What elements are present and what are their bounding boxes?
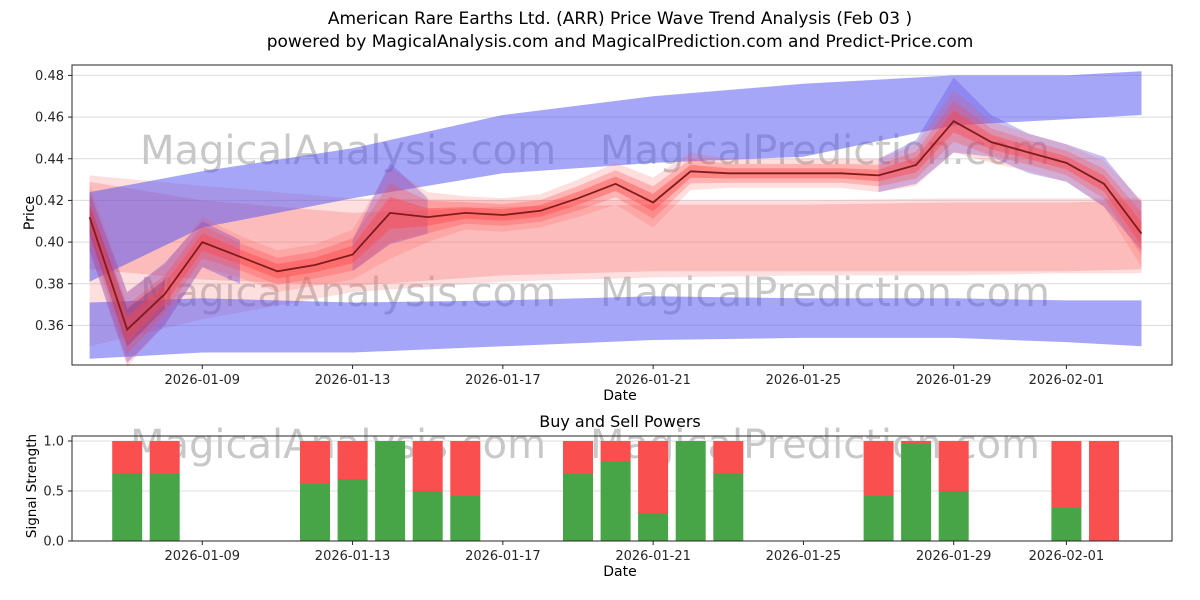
buy-sell-powers-title: Buy and Sell Powers: [539, 412, 701, 431]
price-x-tick-label: 2026-02-01: [1029, 373, 1105, 388]
price-x-tick-label: 2026-01-25: [766, 373, 842, 388]
sell-power-bar: [713, 441, 744, 473]
sell-power-bar: [149, 441, 180, 474]
buy-power-bar: [337, 479, 368, 541]
price-x-tick-label: 2026-01-29: [916, 373, 992, 388]
buy-power-bar: [901, 444, 932, 541]
buy-power-bar: [600, 461, 631, 541]
signal-y-tick-label: 1.0: [43, 435, 64, 450]
buy-power-bar: [563, 474, 593, 541]
date-axis-label-bottom: Date: [603, 564, 637, 580]
price-x-tick-label: 2026-01-13: [315, 373, 391, 388]
price-axis-ticks: 0.36 0.38 0.40 0.42 0.44 0.46 0.48 2026-01-09 20…: [35, 69, 1104, 388]
price-y-tick-label: 0.38: [35, 277, 64, 292]
sell-power-bar: [563, 441, 593, 474]
sell-power-bar: [600, 441, 631, 461]
chart-title-line2: powered by MagicalAnalysis.com and Magic…: [266, 31, 974, 52]
sell-power-bar: [337, 441, 368, 479]
buy-power-bar: [375, 441, 406, 541]
price-y-tick-label: 0.44: [35, 152, 64, 167]
price-y-tick-label: 0.40: [35, 236, 64, 251]
signal-x-tick-label: 2026-01-29: [916, 549, 992, 564]
price-x-tick-label: 2026-01-17: [465, 373, 541, 388]
sell-power-bar: [112, 441, 143, 473]
sell-power-bar: [901, 441, 932, 444]
wave-band-purple-spike: [352, 162, 428, 272]
sell-power-bar: [412, 441, 443, 491]
sell-power-bar: [300, 441, 330, 484]
price-y-tick-label: 0.36: [35, 319, 64, 334]
buy-power-bar: [149, 474, 180, 541]
buy-power-bar: [638, 513, 669, 541]
sell-power-bar: [938, 441, 969, 491]
price-x-tick-label: 2026-01-09: [165, 373, 241, 388]
signal-axis-ticks: 0.0 0.5 1.0 2026-01-09 2026-01-13 2026-01-17 2…: [43, 435, 1104, 565]
wave-band-purple-peak: [878, 77, 1142, 251]
buy-power-bar: [938, 491, 969, 541]
buy-power-bar: [863, 496, 894, 541]
price-x-tick-label: 2026-01-21: [615, 373, 691, 388]
signal-x-tick-label: 2026-01-13: [315, 549, 391, 564]
signal-x-tick-label: 2026-01-21: [615, 549, 691, 564]
signal-bars: [112, 441, 1119, 541]
buy-power-bar: [713, 473, 744, 541]
buy-power-bar: [412, 491, 443, 541]
sell-power-bar: [638, 441, 669, 513]
chart-title: American Rare Earths Ltd. (ARR) Price Wa…: [20, 8, 1200, 54]
buy-power-bar: [1051, 508, 1082, 541]
buy-power-bar: [450, 496, 481, 541]
forecast-band-blue-lower: [89, 296, 1142, 359]
forecast-band-blue-upper: [89, 71, 1142, 282]
sell-power-bar: [450, 441, 481, 496]
price-y-tick-label: 0.48: [35, 69, 64, 84]
sell-power-bar: [1051, 441, 1082, 508]
price-y-tick-label: 0.42: [35, 194, 64, 209]
signal-y-tick-label: 0.0: [43, 535, 64, 550]
price-plot-border: [71, 64, 1173, 366]
date-axis-label-top: Date: [603, 388, 637, 404]
price-series: [88, 71, 1143, 368]
trend-band-pink-outer: [89, 175, 1142, 347]
signal-x-tick-label: 2026-01-17: [465, 549, 541, 564]
signal-plot-border: [71, 435, 1173, 542]
price-wave-fuzz-band: [89, 90, 1142, 368]
signal-x-tick-label: 2026-01-25: [766, 549, 842, 564]
wave-band-purple-start: [89, 192, 240, 363]
signal-x-tick-label: 2026-02-01: [1029, 549, 1105, 564]
chart-title-line1: American Rare Earths Ltd. (ARR) Price Wa…: [327, 9, 913, 29]
sell-power-bar: [1089, 441, 1119, 541]
price-axis-label: Price: [22, 195, 38, 231]
signal-y-tick-label: 0.5: [43, 485, 64, 500]
sell-power-bar: [863, 441, 894, 496]
buy-power-bar: [300, 484, 330, 541]
price-wave-center: [88, 120, 1143, 332]
signal-x-tick-label: 2026-01-09: [165, 549, 241, 564]
buy-power-bar: [675, 441, 706, 541]
trend-band-pink-inner: [89, 181, 1142, 286]
signal-strength-axis-label: Signal Strength: [24, 433, 40, 539]
buy-power-bar: [112, 473, 143, 541]
price-y-tick-label: 0.46: [35, 111, 64, 126]
